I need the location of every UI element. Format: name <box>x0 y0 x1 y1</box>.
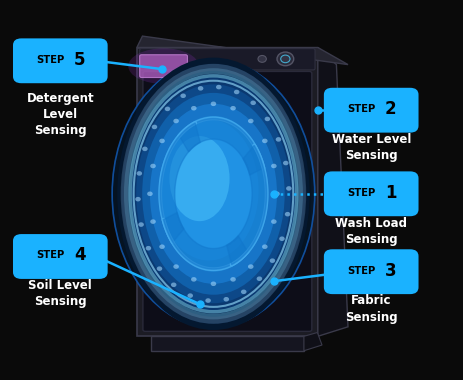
Text: Soil Level
Sensing: Soil Level Sensing <box>28 279 92 308</box>
FancyBboxPatch shape <box>323 171 418 216</box>
FancyBboxPatch shape <box>323 249 418 294</box>
Circle shape <box>173 264 179 269</box>
Circle shape <box>240 290 246 294</box>
Circle shape <box>247 119 253 123</box>
Circle shape <box>142 147 147 151</box>
Circle shape <box>269 258 275 263</box>
Polygon shape <box>317 48 347 336</box>
FancyBboxPatch shape <box>13 38 107 83</box>
Circle shape <box>270 164 276 168</box>
Circle shape <box>264 117 269 121</box>
Polygon shape <box>150 336 303 351</box>
Ellipse shape <box>126 71 300 317</box>
Ellipse shape <box>131 77 295 310</box>
Text: 3: 3 <box>384 261 396 280</box>
Ellipse shape <box>112 60 314 328</box>
Circle shape <box>275 137 281 142</box>
Circle shape <box>136 171 142 176</box>
Text: STEP: STEP <box>346 104 374 114</box>
Circle shape <box>180 93 186 98</box>
Text: Fabric
Sensing: Fabric Sensing <box>344 294 397 323</box>
Text: Water Level
Sensing: Water Level Sensing <box>331 133 410 162</box>
Text: 4: 4 <box>74 246 86 264</box>
Circle shape <box>256 276 262 281</box>
Circle shape <box>250 101 256 105</box>
FancyBboxPatch shape <box>139 49 314 70</box>
Ellipse shape <box>128 48 199 84</box>
Text: STEP: STEP <box>346 188 374 198</box>
Circle shape <box>210 101 216 106</box>
Circle shape <box>151 125 157 129</box>
FancyBboxPatch shape <box>143 71 311 331</box>
Polygon shape <box>137 48 317 336</box>
Circle shape <box>164 107 170 111</box>
FancyBboxPatch shape <box>13 234 107 279</box>
Circle shape <box>262 244 267 249</box>
Circle shape <box>191 106 196 111</box>
Circle shape <box>150 164 156 168</box>
Polygon shape <box>163 212 247 269</box>
Ellipse shape <box>159 119 258 261</box>
Circle shape <box>170 282 176 287</box>
Text: 1: 1 <box>384 184 395 202</box>
Ellipse shape <box>117 58 309 330</box>
Text: 2: 2 <box>384 100 396 118</box>
Circle shape <box>191 277 196 282</box>
Text: STEP: STEP <box>346 266 374 276</box>
Circle shape <box>159 139 164 143</box>
Circle shape <box>210 282 216 286</box>
Circle shape <box>187 293 193 298</box>
Polygon shape <box>226 145 266 264</box>
Circle shape <box>276 52 293 66</box>
Circle shape <box>156 266 162 271</box>
Circle shape <box>257 55 266 62</box>
Circle shape <box>230 106 235 111</box>
Circle shape <box>282 161 288 165</box>
Circle shape <box>173 119 179 123</box>
Ellipse shape <box>142 93 284 295</box>
Circle shape <box>147 192 152 196</box>
Ellipse shape <box>150 104 276 284</box>
Circle shape <box>150 219 156 224</box>
Ellipse shape <box>158 116 268 272</box>
Text: 5: 5 <box>74 51 85 69</box>
Text: Detergent
Level
Sensing: Detergent Level Sensing <box>26 92 94 137</box>
Text: STEP: STEP <box>36 55 64 65</box>
Polygon shape <box>179 119 263 175</box>
Polygon shape <box>303 332 321 351</box>
Circle shape <box>138 222 144 227</box>
Circle shape <box>279 236 284 241</box>
Ellipse shape <box>136 84 290 303</box>
Circle shape <box>230 277 235 282</box>
Circle shape <box>262 139 267 143</box>
Polygon shape <box>137 36 347 65</box>
Ellipse shape <box>121 64 305 324</box>
Circle shape <box>145 246 151 250</box>
Circle shape <box>286 186 291 191</box>
Circle shape <box>223 297 229 302</box>
Text: Wash Load
Sensing: Wash Load Sensing <box>334 217 407 245</box>
Circle shape <box>247 264 253 269</box>
Circle shape <box>205 298 210 303</box>
FancyBboxPatch shape <box>323 88 418 133</box>
FancyBboxPatch shape <box>139 55 187 78</box>
Ellipse shape <box>169 136 229 221</box>
Circle shape <box>216 85 221 89</box>
Circle shape <box>280 55 289 63</box>
Circle shape <box>197 86 203 90</box>
Text: STEP: STEP <box>36 250 64 260</box>
Circle shape <box>233 90 239 94</box>
Circle shape <box>274 192 279 196</box>
Polygon shape <box>160 123 200 242</box>
Circle shape <box>159 244 164 249</box>
Circle shape <box>284 212 290 217</box>
Circle shape <box>135 197 140 201</box>
Circle shape <box>270 219 276 224</box>
